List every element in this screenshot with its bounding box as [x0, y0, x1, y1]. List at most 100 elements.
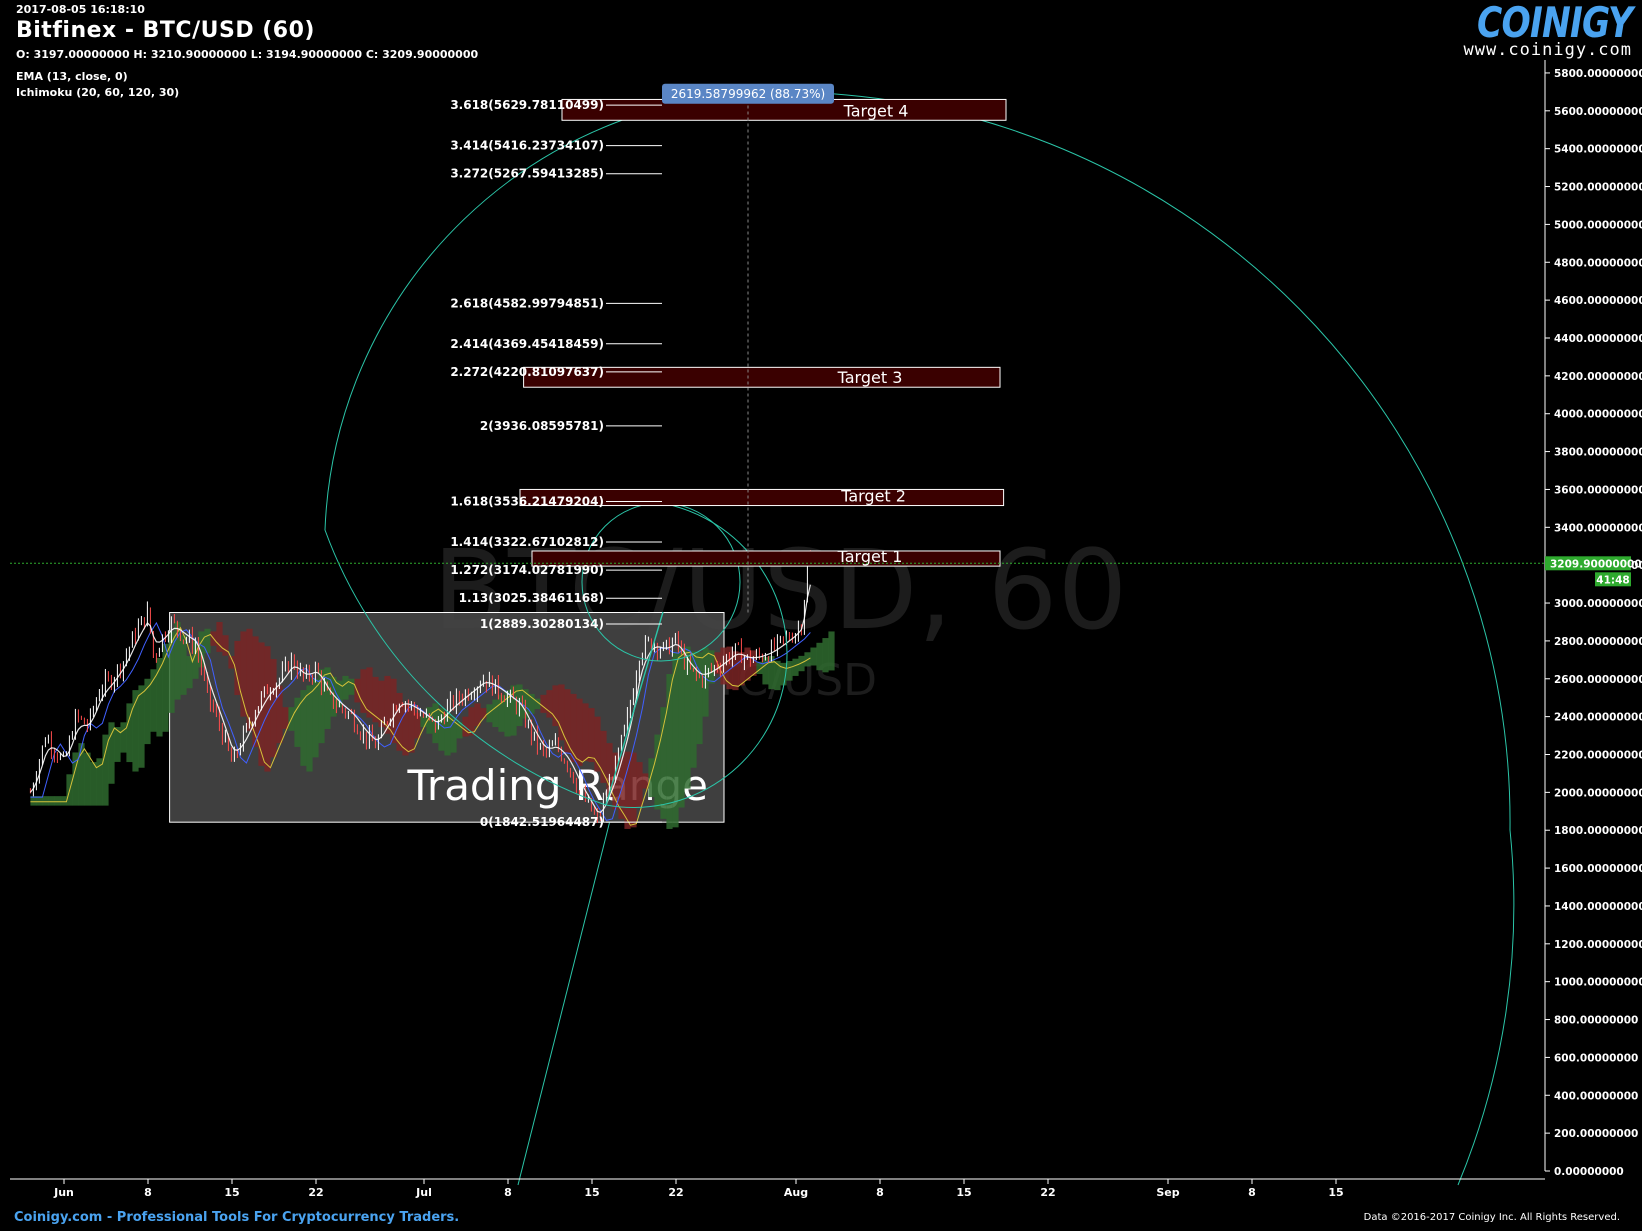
x-tick-label: Sep: [1156, 1186, 1179, 1199]
cloud-segment: [582, 703, 589, 762]
cloud-segment: [48, 796, 55, 806]
ichimoku-indicator-label[interactable]: Ichimoku (20, 60, 120, 30): [16, 86, 180, 99]
cloud-segment: [732, 651, 739, 691]
cloud-segment: [462, 716, 469, 737]
cloud-segment: [348, 678, 355, 695]
cloud-segment: [690, 651, 697, 768]
cloud-segment: [546, 690, 553, 718]
cloud-segment: [738, 652, 745, 686]
cloud-segment: [798, 655, 805, 672]
y-tick-label: 5600.00000000: [1554, 106, 1642, 118]
cloud-segment: [630, 752, 637, 828]
fib-level-label: 1.13(3025.38461168): [459, 591, 604, 605]
footer-copyright: Data ©2016-2017 Coinigy Inc. All Rights …: [1363, 1212, 1620, 1223]
cloud-segment: [570, 693, 577, 763]
cloud-segment: [342, 675, 349, 700]
cloud-segment: [222, 635, 229, 656]
fib-arc-medium: [605, 502, 788, 808]
fib-level-label: 1(2889.30280134): [480, 617, 604, 631]
cloud-segment: [216, 621, 223, 652]
y-tick-label: 1200.00000000: [1554, 939, 1642, 951]
cloud-segment: [192, 640, 199, 679]
cloud-segment: [90, 762, 97, 806]
cloud-segment: [744, 647, 751, 681]
ichimoku-base-line: [30, 626, 811, 826]
fib-level-label: 3.414(5416.23734107): [450, 139, 604, 153]
countdown-label: 41:48: [1596, 574, 1629, 586]
y-tick-label: 400.00000000: [1554, 1090, 1638, 1102]
y-tick-label: 4600.00000000: [1554, 295, 1642, 307]
cloud-segment: [78, 743, 85, 806]
cloud-segment: [102, 734, 109, 806]
y-tick-label: 3600.00000000: [1554, 484, 1642, 496]
target-box: [531, 550, 1001, 567]
current-price-line: 3209.90000000 41:48: [10, 556, 1642, 587]
price-tag-label: 3209.90000000: [1550, 558, 1642, 570]
target-label: Target 1: [837, 547, 903, 566]
cloud-segment: [450, 717, 457, 753]
cloud-segment: [126, 703, 133, 763]
y-tick-label: 5800.00000000: [1554, 68, 1642, 80]
cloud-segment: [636, 762, 643, 808]
y-tick-label: 2200.00000000: [1554, 749, 1642, 761]
cloud-segment: [306, 685, 313, 772]
cloud-segment: [444, 712, 451, 756]
y-tick-label: 600.00000000: [1554, 1052, 1638, 1064]
x-axis: Jun 8 15 22 Jul 8 15 22 Aug 8 15 22 Sep 8 15: [10, 1178, 1545, 1199]
cloud-segment: [504, 690, 511, 737]
cloud-segment: [360, 669, 367, 713]
cloud-segment: [162, 643, 169, 732]
cloud-segment: [366, 667, 373, 718]
ema-indicator-label[interactable]: EMA (13, close, 0): [16, 70, 128, 83]
cloud-segment: [774, 660, 781, 691]
cloud-segment: [660, 707, 667, 819]
y-tick-label: 5400.00000000: [1554, 144, 1642, 156]
footer-link[interactable]: Coinigy.com - Professional Tools For Cry…: [14, 1210, 460, 1225]
x-tick-label: 22: [1040, 1186, 1055, 1199]
chart-title: Bitfinex - BTC/USD (60): [16, 18, 315, 43]
y-tick-label: 3800.00000000: [1554, 447, 1642, 459]
y-tick-label: 2000.00000000: [1554, 787, 1642, 799]
target-label: Target 2: [840, 487, 906, 506]
cloud-segment: [300, 690, 307, 766]
cloud-segment: [252, 636, 259, 747]
y-tick-label: 2400.00000000: [1554, 712, 1642, 724]
y-tick-label: 3000.00000000: [1554, 598, 1642, 610]
target-label: Target 4: [843, 101, 909, 120]
cloud-segment: [696, 652, 703, 745]
cloud-segment: [36, 796, 43, 806]
y-tick-label: 1000.00000000: [1554, 977, 1642, 989]
measure-tag: [662, 83, 834, 104]
x-tick-label: Aug: [784, 1186, 808, 1199]
cloud-segment: [264, 646, 271, 772]
cloud-segment: [486, 704, 493, 723]
cloud-segment: [270, 659, 277, 758]
cloud-segment: [540, 694, 547, 713]
cloud-segment: [402, 703, 409, 756]
cloud-segment: [780, 662, 787, 686]
y-tick-label: 2600.00000000: [1554, 674, 1642, 686]
coinigy-logo[interactable]: COINIGY www.coinigy.com: [1443, 0, 1632, 60]
x-tick-label: 22: [668, 1186, 683, 1199]
cloud-segment: [420, 716, 427, 728]
cloud-segment: [120, 722, 127, 753]
cloud-segment: [648, 758, 655, 798]
cloud-segment: [144, 678, 151, 745]
cloud-segment: [108, 722, 115, 784]
cloud-segment: [468, 707, 475, 736]
cloud-segment: [198, 631, 205, 668]
logo-brand: COINIGY: [1476, 0, 1633, 47]
cloud-segment: [276, 685, 283, 744]
cloud-segment: [534, 698, 541, 710]
cloud-segment: [246, 628, 253, 731]
cloud-segment: [132, 690, 139, 772]
cloud-segment: [228, 656, 235, 669]
fibonacci-extension: 3.618(5629.78110499) 3.414(5416.23734107)…: [450, 98, 662, 829]
cloud-segment: [84, 752, 91, 806]
cloud-segment: [372, 676, 379, 723]
cloud-segment: [750, 650, 757, 676]
y-tick-label: 2800.00000000: [1554, 636, 1642, 648]
x-tick-label: 8: [876, 1186, 884, 1199]
cloud-segment: [606, 743, 613, 798]
